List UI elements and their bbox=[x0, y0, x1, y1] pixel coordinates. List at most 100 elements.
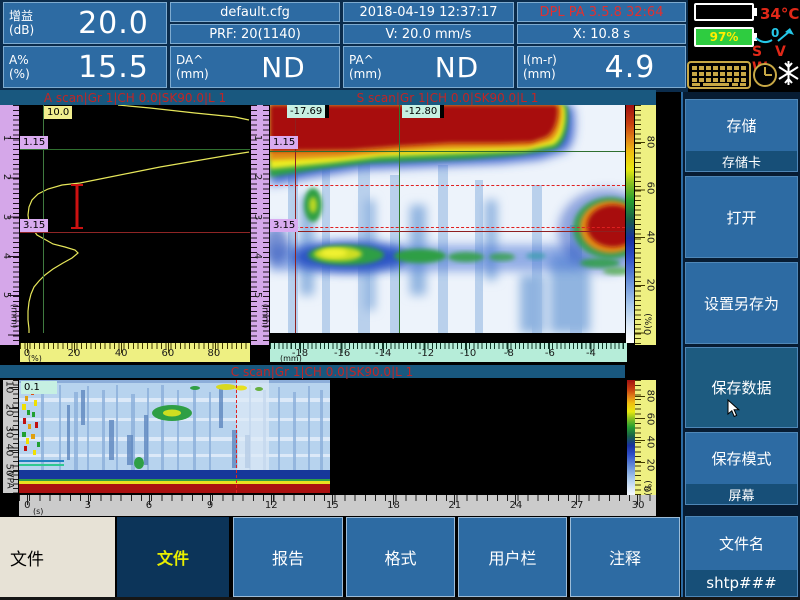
x-position-readout: X: 10.8 s bbox=[517, 24, 686, 44]
button-value: 屏幕 bbox=[686, 484, 797, 504]
ascan-red-cursor-line bbox=[20, 232, 250, 233]
cscan-bottom-unit: (s) bbox=[33, 507, 44, 516]
scan-title-strip bbox=[0, 90, 656, 105]
ascan-waveform bbox=[27, 105, 250, 333]
cscan-title-strip bbox=[0, 365, 625, 378]
sscan-colorbar bbox=[626, 105, 634, 343]
pa-unit: (mm) bbox=[349, 67, 382, 81]
tab-label: 用户栏 bbox=[488, 549, 537, 568]
prf-readout: PRF: 20(1140) bbox=[170, 24, 340, 44]
button-label: 文件名 bbox=[718, 535, 764, 553]
mouse-cursor-icon bbox=[727, 399, 741, 418]
sscan-red-cursor-line bbox=[270, 231, 625, 232]
ascan-bottom-ruler: (%) 0 20 40 60 80 bbox=[20, 343, 250, 363]
imr-value: 4.9 bbox=[604, 49, 656, 85]
gain-label: 增益 bbox=[9, 9, 34, 23]
ascan-plot[interactable]: 10.0 1.15 3.15 bbox=[20, 105, 250, 333]
tab-report[interactable]: 报告 bbox=[233, 517, 343, 597]
button-value: 存储卡 bbox=[686, 151, 797, 171]
da-unit: (mm) bbox=[176, 67, 209, 81]
ascan-cursor2-value: 3.15 bbox=[20, 219, 49, 232]
pa-label: PA^ bbox=[349, 53, 374, 67]
button-label: 打开 bbox=[726, 208, 757, 227]
gain-readout: 增益 (dB) 20.0 bbox=[3, 2, 167, 44]
tab-file[interactable]: 文件 bbox=[117, 517, 229, 597]
mid-ruler-unit: (mm) bbox=[259, 304, 270, 329]
ascan-green-cursor-line bbox=[20, 149, 250, 150]
config-file-readout: default.cfg bbox=[170, 2, 340, 22]
keyboard-icon bbox=[687, 61, 751, 89]
sscan-cursor-h2-value: 3.15 bbox=[270, 219, 299, 232]
sidebar-button-set-save-as[interactable]: 设置另存为 bbox=[685, 262, 798, 344]
pa-value: ND bbox=[434, 50, 480, 84]
tab-format[interactable]: 格式 bbox=[346, 517, 455, 597]
sscan-green-cursor-line bbox=[270, 151, 625, 152]
sscan-cursor-h1-value: 1.15 bbox=[270, 136, 299, 149]
gain-unit: (dB) bbox=[9, 23, 35, 37]
sscan-bottom-ruler: (mm) -18 -16 -14 -12 -10 -8 -6 -4 bbox=[270, 343, 627, 363]
svg-text:0: 0 bbox=[771, 26, 779, 40]
sscan-dashed-gate-line-2 bbox=[270, 227, 625, 228]
button-label: 存储 bbox=[726, 117, 757, 135]
tab-label: 报告 bbox=[271, 549, 304, 568]
cscan-colorbar bbox=[627, 380, 635, 497]
sscan-title: S scan|Gr 1|CH 0.0|SK90.0|L 1 bbox=[356, 90, 539, 105]
rotation-angle-icon: 0 bbox=[755, 26, 794, 44]
da-readout: DA^ (mm) ND bbox=[170, 46, 340, 88]
button-label: 设置另存为 bbox=[703, 294, 779, 313]
gain-value: 20.0 bbox=[78, 5, 149, 41]
ascan-top-value: 10.0 bbox=[44, 106, 73, 119]
clock-icon bbox=[753, 63, 777, 87]
cscan-image bbox=[19, 380, 330, 493]
tab-comment[interactable]: 注释 bbox=[570, 517, 680, 597]
cscan-dashed-cursor bbox=[236, 380, 237, 493]
cscan-plot[interactable]: 0.1 bbox=[19, 380, 625, 493]
battery-empty-icon bbox=[694, 3, 754, 21]
imr-readout: I(m-r) (mm) 4.9 bbox=[517, 46, 686, 88]
cscan-bottom-ruler: (s) 0 3 6 9 12 15 18 21 24 27 30 bbox=[19, 495, 656, 516]
cscan-top-value: 0.1 bbox=[21, 381, 57, 394]
cscan-right-ruler: (%) 80 60 40 20 0 bbox=[635, 380, 656, 497]
version-value: DPL PA 3.5.8 32:64 bbox=[539, 4, 664, 20]
sidebar-button-save-data[interactable]: 保存数据 bbox=[685, 347, 798, 428]
amp-label: A% bbox=[9, 53, 29, 67]
sscan-bottom-unit: (mm) bbox=[280, 354, 302, 363]
da-value: ND bbox=[261, 50, 306, 84]
cscan-title: C scan|Gr 1|CH 0.0|SK90.0|L 1 bbox=[230, 364, 414, 379]
tab-user-bar[interactable]: 用户栏 bbox=[458, 517, 567, 597]
x-position-value: X: 10.8 s bbox=[572, 26, 631, 42]
tab-label: 文件 bbox=[156, 549, 189, 568]
battery-level-icon: 97% bbox=[694, 27, 754, 47]
datetime-readout: 2018-04-19 12:37:17 bbox=[343, 2, 514, 22]
sscan-right-ruler: (%) 80 60 40 20 0 bbox=[635, 105, 656, 345]
amp-unit: (%) bbox=[9, 67, 30, 81]
sscan-cursor-v2-value: -12.80 bbox=[402, 105, 445, 118]
temperature-label: 34°C bbox=[760, 5, 800, 23]
sidebar-button-store[interactable]: 存储 存储卡 bbox=[685, 99, 798, 172]
tab-label: 格式 bbox=[384, 549, 417, 568]
sscan-heatmap bbox=[270, 105, 625, 333]
sidebar-button-filename[interactable]: 文件名 shtp### bbox=[685, 516, 798, 597]
amp-value: 15.5 bbox=[78, 49, 149, 85]
sscan-right-unit: (%) bbox=[641, 313, 652, 329]
datetime-value: 2018-04-19 12:37:17 bbox=[359, 4, 498, 20]
speed-value: V: 20.0 mm/s bbox=[385, 26, 472, 42]
freeze-snowflake-icon bbox=[778, 61, 799, 85]
bottom-edge-strip bbox=[0, 597, 800, 600]
speed-readout: V: 20.0 mm/s bbox=[343, 24, 514, 44]
sidebar-button-save-mode[interactable]: 保存模式 屏幕 bbox=[685, 432, 798, 505]
version-readout: DPL PA 3.5.8 32:64 bbox=[517, 2, 686, 22]
amplitude-readout: A% (%) 15.5 bbox=[3, 46, 167, 88]
config-file-name: default.cfg bbox=[220, 4, 290, 20]
menu-title: 文件 bbox=[10, 549, 44, 570]
sscan-dashed-gate-line-1 bbox=[270, 185, 625, 186]
battery-percent: 97% bbox=[709, 30, 739, 44]
sscan-plot[interactable]: -17.69 -12.80 1.15 3.15 bbox=[270, 105, 625, 333]
pa-readout: PA^ (mm) ND bbox=[343, 46, 514, 88]
button-label: 保存模式 bbox=[711, 450, 772, 468]
imr-label: I(m-r) bbox=[523, 53, 557, 67]
prf-value: PRF: 20(1140) bbox=[209, 26, 301, 42]
sidebar-button-open[interactable]: 打开 bbox=[685, 176, 798, 258]
